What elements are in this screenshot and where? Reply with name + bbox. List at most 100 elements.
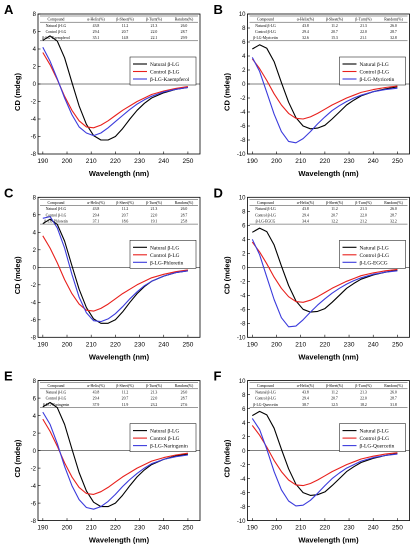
y-tick-label: -4 [31,117,37,123]
table-cell: 21.3 [360,207,367,211]
x-tick-label: 230 [344,525,355,532]
table-cell: 43.8 [93,24,100,28]
table-header-cell: β-Sheet(%) [116,384,134,388]
y-tick-label: -2 [240,280,246,286]
legend-label-1: Control β-LG [360,436,390,442]
table-cell: 22.0 [360,397,367,401]
panel-C: C -8 -6 -4 -2 0 2 4 6 8 190 200 210 220 230 240 250 Wavel… [4,185,201,361]
x-tick-label: 190 [37,158,48,165]
table-cell: Natural β-LG [255,390,276,394]
table-cell: 20.7 [331,213,338,217]
y-tick-label: -6 [240,491,246,497]
y-tick-label: 10 [239,12,246,18]
legend-label-0: Natural β-LG [360,429,389,435]
table-cell: 26.0 [390,207,397,211]
table-cell: 28.7 [390,397,397,401]
legend-label-2: β-LG-Kaempferol [150,76,190,83]
y-tick-label: 2 [242,252,246,258]
x-tick-label: 210 [295,158,306,165]
series-line-0 [252,227,398,313]
table-cell: 15.3 [331,36,338,40]
legend-label-2: β-LG-Quercetin [360,444,395,450]
table-header-cell: Compound [48,384,65,388]
y-tick-label: -6 [240,308,246,314]
y-tick-label: 6 [33,396,37,402]
y-tick-label: -10 [237,336,246,342]
table-cell: β-LG-Quercetin [253,403,278,407]
x-tick-label: 230 [134,341,145,348]
x-tick-label: 220 [319,341,330,348]
x-tick-label: 210 [295,525,306,532]
y-tick-label: 8 [242,26,246,32]
x-tick-label: 200 [62,341,73,348]
panel-F: F -10 -8 -6 -4 -2 0 2 4 6 8 10 190 200 210 220 230 240 250… [214,369,410,545]
table-cell: 22.0 [151,30,158,34]
table-cell: 29.4 [302,397,309,401]
panel-letter: A [4,2,14,17]
x-tick-label: 250 [392,341,403,348]
panel-letter: C [4,185,14,200]
x-tick-label: 220 [319,525,330,532]
x-tick-label: 240 [368,525,379,532]
legend-label-1: Control β-LG [150,253,180,259]
y-tick-label: 0 [242,449,246,455]
table-header-cell: β-Turn(%) [146,18,163,22]
table-cell: 38.7 [302,403,309,407]
y-tick-label: 8 [33,12,37,18]
table-cell: 28.7 [181,397,188,401]
x-tick-label: 230 [134,158,145,165]
table-header-cell: β-Turn(%) [355,18,372,22]
x-tick-label: 230 [134,525,145,532]
panel-A: A -8 -6 -4 -2 0 2 4 6 8 190 200 210 220 230 240 250 Wavel… [4,2,201,178]
table-cell: 26.0 [390,24,397,28]
table-cell: 23.2 [151,403,158,407]
x-tick-label: 250 [182,341,193,348]
x-tick-label: 190 [247,158,258,165]
table-cell: 29.4 [93,213,100,217]
table-cell: β-LG-Myricetin [253,36,278,40]
series-line-1 [42,418,188,495]
table-header-cell: β-Turn(%) [355,384,372,388]
table-cell: 21.1 [360,36,367,40]
x-tick-label: 200 [271,341,282,348]
y-tick-label: 6 [33,30,37,36]
table-cell: 11.2 [331,390,338,394]
y-tick-label: -8 [31,152,37,158]
y-tick-label: 10 [239,196,246,202]
table-cell: 12.5 [331,403,338,407]
x-tick-label: 190 [37,525,48,532]
panel-letter: E [4,369,13,384]
x-tick-label: 250 [392,525,403,532]
y-tick-label: 6 [33,213,37,219]
table-cell: 11.2 [122,390,129,394]
table-cell: 20.7 [331,397,338,401]
y-tick-label: 0 [33,82,37,88]
x-tick-label: 250 [182,158,193,165]
y-tick-label: 8 [242,393,246,399]
legend-label-2: β-LG-EGCG [360,260,388,266]
y-tick-label: -6 [31,318,37,324]
table-cell: 20.7 [122,213,129,217]
table-cell: Natural β-LG [46,24,67,28]
table-header-cell: β-Sheet(%) [116,201,134,205]
series-line-2 [42,47,188,137]
series-line-1 [42,52,188,129]
table-cell: 22.0 [360,30,367,34]
y-tick-label: -4 [31,301,37,307]
table-header-cell: Compound [48,18,65,22]
table-header-cell: Random(%) [175,18,194,22]
table-cell: β-LG-Kaempferol [42,36,70,40]
table-header-cell: Compound [257,18,274,22]
y-tick-label: 2 [242,68,246,74]
y-tick-label: 2 [33,248,37,254]
table-cell: Natural β-LG [255,24,276,28]
table-cell: 22.0 [360,213,367,217]
table-cell: 11.2 [331,207,338,211]
table-cell: 29.9 [181,36,188,40]
table-cell: 43.8 [302,207,309,211]
table-cell: Control β-LG [46,213,67,217]
table-cell: Control β-LG [255,213,276,217]
y-tick-label: -6 [240,124,246,130]
y-tick-label: 0 [33,449,37,455]
